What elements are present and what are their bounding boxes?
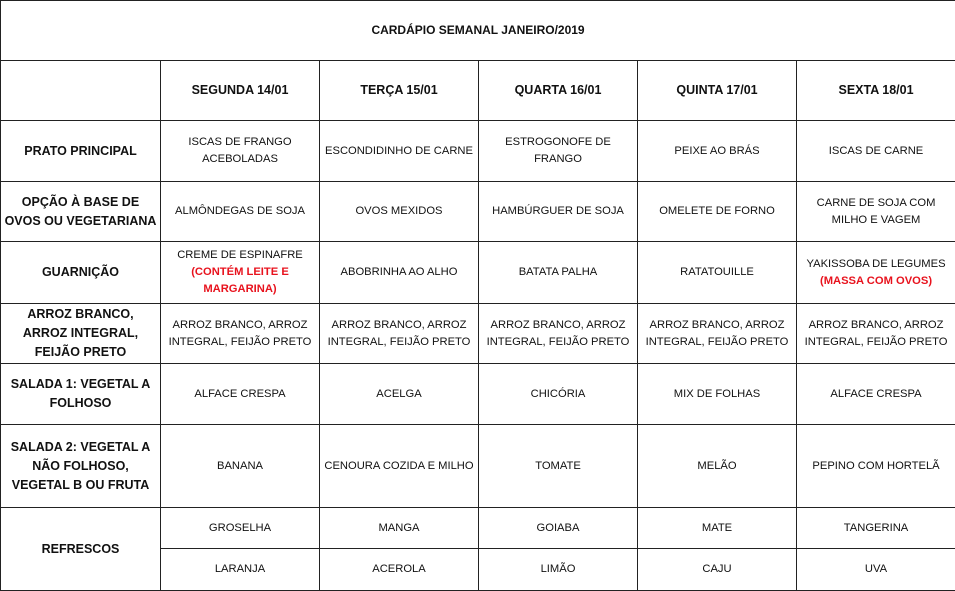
dish-text: CREME DE ESPINAFRE [164,247,316,264]
allergen-note: (MASSA COM OVOS) [800,273,952,290]
row-label: OPÇÃO À BASE DE OVOS OU VEGETARIANA [1,182,161,242]
dish-text: OMELETE DE FORNO [641,203,793,220]
dish-text: YAKISSOBA DE LEGUMES [800,256,952,273]
dish-text: ABOBRINHA AO ALHO [323,264,475,281]
dish-text: ACELGA [323,386,475,403]
dish-text: ALFACE CRESPA [164,386,316,403]
menu-cell: PEPINO COM HORTELÃ [797,425,955,508]
row-label: ARROZ BRANCO, ARROZ INTEGRAL, FEIJÃO PRE… [1,304,161,364]
menu-cell: ARROZ BRANCO, ARROZ INTEGRAL, FEIJÃO PRE… [638,304,797,364]
menu-cell: PEIXE AO BRÁS [638,121,797,182]
dish-text: ARROZ BRANCO, ARROZ INTEGRAL, FEIJÃO PRE… [323,317,475,351]
menu-cell: ALMÔNDEGAS DE SOJA [161,182,320,242]
dish-text: ISCAS DE CARNE [800,143,952,160]
allergen-note: (CONTÉM LEITE E MARGARINA) [164,264,316,298]
menu-cell: BATATA PALHA [479,242,638,304]
menu-row: SALADA 2: VEGETAL A NÃO FOLHOSO, VEGETAL… [1,425,955,508]
dish-text: ALFACE CRESPA [800,386,952,403]
menu-cell: ISCAS DE CARNE [797,121,955,182]
row-label: GUARNIÇÃO [1,242,161,304]
menu-cell: ESTROGONOFE DE FRANGO [479,121,638,182]
menu-cell: OMELETE DE FORNO [638,182,797,242]
drink-cell: LARANJA [161,549,320,591]
row-label: SALADA 1: VEGETAL A FOLHOSO [1,364,161,425]
drink-cell: GOIABA [479,508,638,549]
dish-text: PEPINO COM HORTELÃ [800,458,952,475]
drink-cell: UVA [797,549,955,591]
day-header: SEXTA 18/01 [797,61,955,121]
menu-cell: ACELGA [320,364,479,425]
dish-text: MELÃO [641,458,793,475]
menu-cell: ARROZ BRANCO, ARROZ INTEGRAL, FEIJÃO PRE… [161,304,320,364]
menu-cell: TOMATE [479,425,638,508]
dish-text: CENOURA COZIDA E MILHO [323,458,475,475]
menu-cell: MIX DE FOLHAS [638,364,797,425]
menu-cell: YAKISSOBA DE LEGUMES(MASSA COM OVOS) [797,242,955,304]
dish-text: MIX DE FOLHAS [641,386,793,403]
dish-text: RATATOUILLE [641,264,793,281]
menu-cell: CENOURA COZIDA E MILHO [320,425,479,508]
menu-cell: BANANA [161,425,320,508]
menu-cell: HAMBÚRGUER DE SOJA [479,182,638,242]
dish-text: ISCAS DE FRANGO ACEBOLADAS [164,134,316,168]
corner-cell [1,61,161,121]
menu-cell: ARROZ BRANCO, ARROZ INTEGRAL, FEIJÃO PRE… [797,304,955,364]
menu-cell: RATATOUILLE [638,242,797,304]
drink-cell: GROSELHA [161,508,320,549]
row-label: PRATO PRINCIPAL [1,121,161,182]
menu-row: ARROZ BRANCO, ARROZ INTEGRAL, FEIJÃO PRE… [1,304,955,364]
dish-text: CARNE DE SOJA COM MILHO E VAGEM [800,195,952,229]
dish-text: ESCONDIDINHO DE CARNE [323,143,475,160]
menu-cell: CHICÓRIA [479,364,638,425]
day-header: QUINTA 17/01 [638,61,797,121]
menu-cell: CREME DE ESPINAFRE(CONTÉM LEITE E MARGAR… [161,242,320,304]
menu-cell: MELÃO [638,425,797,508]
row-label: REFRESCOS [1,508,161,591]
menu-cell: OVOS MEXIDOS [320,182,479,242]
menu-cell: ALFACE CRESPA [161,364,320,425]
menu-cell: ISCAS DE FRANGO ACEBOLADAS [161,121,320,182]
drink-cell: MATE [638,508,797,549]
dish-text: CHICÓRIA [482,386,634,403]
dish-text: PEIXE AO BRÁS [641,143,793,160]
menu-cell: ARROZ BRANCO, ARROZ INTEGRAL, FEIJÃO PRE… [320,304,479,364]
dish-text: ARROZ BRANCO, ARROZ INTEGRAL, FEIJÃO PRE… [800,317,952,351]
header-row: SEGUNDA 14/01 TERÇA 15/01 QUARTA 16/01 Q… [1,61,955,121]
menu-cell: ARROZ BRANCO, ARROZ INTEGRAL, FEIJÃO PRE… [479,304,638,364]
drink-cell: CAJU [638,549,797,591]
menu-cell: ESCONDIDINHO DE CARNE [320,121,479,182]
menu-cell: ABOBRINHA AO ALHO [320,242,479,304]
drink-cell: ACEROLA [320,549,479,591]
row-label: SALADA 2: VEGETAL A NÃO FOLHOSO, VEGETAL… [1,425,161,508]
dish-text: ARROZ BRANCO, ARROZ INTEGRAL, FEIJÃO PRE… [164,317,316,351]
dish-text: OVOS MEXIDOS [323,203,475,220]
dish-text: BANANA [164,458,316,475]
day-header: QUARTA 16/01 [479,61,638,121]
dish-text: ARROZ BRANCO, ARROZ INTEGRAL, FEIJÃO PRE… [482,317,634,351]
dish-text: TOMATE [482,458,634,475]
dish-text: ALMÔNDEGAS DE SOJA [164,203,316,220]
dish-text: ARROZ BRANCO, ARROZ INTEGRAL, FEIJÃO PRE… [641,317,793,351]
menu-title: CARDÁPIO SEMANAL JANEIRO/2019 [1,1,955,61]
dish-text: ESTROGONOFE DE FRANGO [482,134,634,168]
day-header: SEGUNDA 14/01 [161,61,320,121]
dish-text: HAMBÚRGUER DE SOJA [482,203,634,220]
drink-cell: LIMÃO [479,549,638,591]
drink-cell: MANGA [320,508,479,549]
menu-cell: CARNE DE SOJA COM MILHO E VAGEM [797,182,955,242]
dish-text: BATATA PALHA [482,264,634,281]
menu-cell: ALFACE CRESPA [797,364,955,425]
drink-cell: TANGERINA [797,508,955,549]
day-header: TERÇA 15/01 [320,61,479,121]
